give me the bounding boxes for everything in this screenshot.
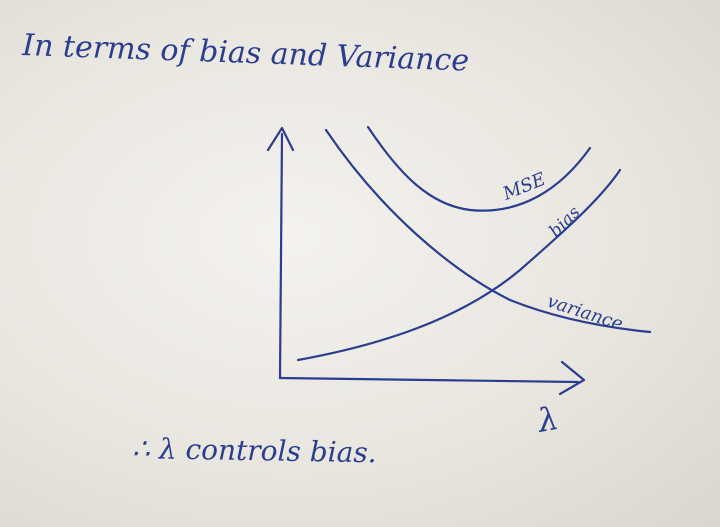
y-axis-arrow: [266, 126, 295, 152]
bias-label: bias: [545, 202, 584, 241]
variance-label: variance: [544, 291, 625, 335]
y-axis: [278, 132, 284, 380]
mse-curve: [366, 125, 592, 212]
footnote-text: ∴ λ controls bias.: [132, 432, 377, 469]
bias-curve: [296, 168, 622, 362]
variance-curve: [324, 128, 652, 334]
x-axis-label: λ: [533, 399, 562, 440]
x-axis: [278, 376, 580, 384]
x-axis-arrow: [558, 360, 586, 396]
sketch-title: In terms of bias and Variance: [21, 28, 470, 79]
mse-label: MSE: [499, 169, 549, 205]
